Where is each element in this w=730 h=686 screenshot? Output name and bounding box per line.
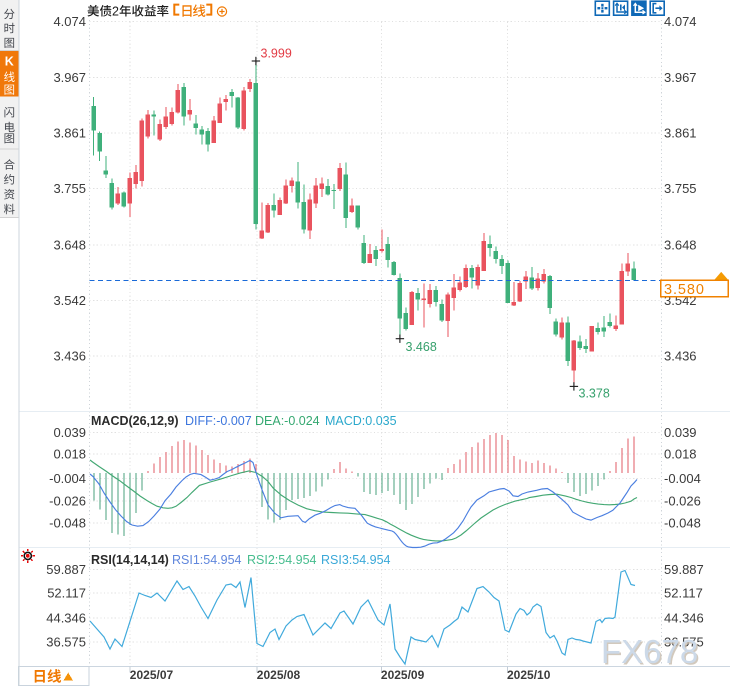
svg-text:3.861: 3.861 bbox=[664, 126, 697, 141]
svg-text:DIFF:-0.007: DIFF:-0.007 bbox=[185, 414, 252, 428]
svg-text:52.117: 52.117 bbox=[664, 586, 703, 601]
svg-text:0.018: 0.018 bbox=[53, 447, 86, 462]
svg-text:FX678: FX678 bbox=[603, 635, 700, 672]
svg-text:44.346: 44.346 bbox=[664, 610, 704, 625]
svg-text:2025/08: 2025/08 bbox=[257, 668, 301, 682]
svg-text:RSI(14,14,14): RSI(14,14,14) bbox=[91, 553, 169, 567]
svg-text:2025/09: 2025/09 bbox=[381, 668, 425, 682]
svg-text:3.755: 3.755 bbox=[53, 181, 86, 196]
svg-text:DEA:-0.024: DEA:-0.024 bbox=[255, 414, 320, 428]
svg-text:-0.048: -0.048 bbox=[49, 515, 86, 530]
svg-text:RSI2:54.954: RSI2:54.954 bbox=[247, 553, 317, 567]
svg-text:36.575: 36.575 bbox=[46, 634, 86, 649]
svg-text:2025/07: 2025/07 bbox=[130, 668, 174, 682]
svg-text:3.542: 3.542 bbox=[53, 293, 86, 308]
svg-text:MACD(26,12,9): MACD(26,12,9) bbox=[91, 414, 179, 428]
svg-text:-0.004: -0.004 bbox=[49, 471, 86, 486]
svg-text:2: 2 bbox=[112, 5, 119, 19]
svg-text:3.580: 3.580 bbox=[664, 282, 705, 298]
svg-text:4.074: 4.074 bbox=[53, 14, 86, 29]
svg-text:-0.048: -0.048 bbox=[664, 515, 701, 530]
svg-text:3.755: 3.755 bbox=[664, 181, 697, 196]
svg-text:FX678: FX678 bbox=[601, 633, 698, 670]
svg-text:MACD:0.035: MACD:0.035 bbox=[325, 414, 397, 428]
svg-text:RSI1:54.954: RSI1:54.954 bbox=[172, 553, 242, 567]
svg-text:4.074: 4.074 bbox=[664, 14, 697, 29]
svg-text:3.648: 3.648 bbox=[53, 237, 86, 252]
svg-text:44.346: 44.346 bbox=[46, 610, 86, 625]
svg-text:-0.026: -0.026 bbox=[49, 494, 86, 509]
svg-text:RSI3:54.954: RSI3:54.954 bbox=[321, 553, 391, 567]
svg-text:3.967: 3.967 bbox=[664, 70, 697, 85]
svg-text:3.648: 3.648 bbox=[664, 237, 697, 252]
svg-text:3.436: 3.436 bbox=[664, 348, 697, 363]
svg-text:3.436: 3.436 bbox=[53, 348, 86, 363]
svg-text:0.018: 0.018 bbox=[664, 447, 697, 462]
svg-text:3.967: 3.967 bbox=[53, 70, 86, 85]
svg-text:-0.004: -0.004 bbox=[664, 471, 701, 486]
svg-text:-0.026: -0.026 bbox=[664, 494, 701, 509]
svg-text:0.039: 0.039 bbox=[53, 425, 86, 440]
svg-text:K: K bbox=[5, 54, 14, 68]
svg-text:36.575: 36.575 bbox=[664, 634, 704, 649]
svg-text:59.887: 59.887 bbox=[664, 562, 704, 577]
svg-text:3.999: 3.999 bbox=[261, 46, 292, 60]
svg-text:59.887: 59.887 bbox=[46, 562, 86, 577]
svg-text:0.039: 0.039 bbox=[664, 425, 697, 440]
svg-text:2025/10: 2025/10 bbox=[507, 668, 551, 682]
svg-text:3.378: 3.378 bbox=[579, 387, 610, 401]
svg-text:3.861: 3.861 bbox=[53, 126, 86, 141]
svg-text:3.468: 3.468 bbox=[406, 340, 437, 354]
svg-text:52.117: 52.117 bbox=[47, 586, 86, 601]
